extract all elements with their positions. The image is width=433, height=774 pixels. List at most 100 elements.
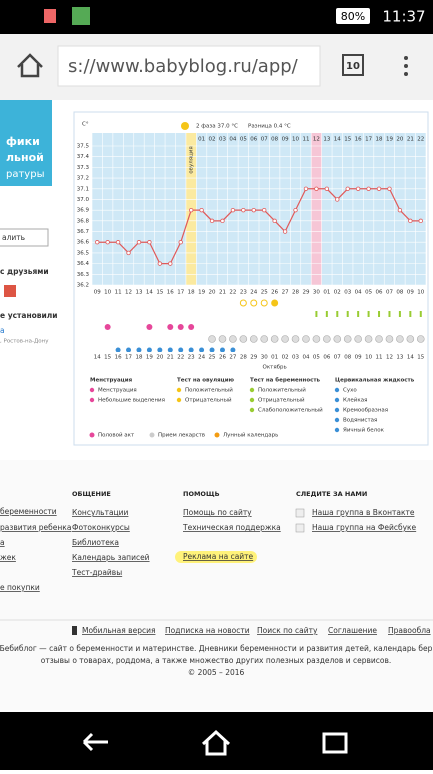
legend-icon	[334, 417, 340, 423]
footer-link[interactable]: Календарь записей	[72, 553, 150, 562]
social-icon	[295, 508, 305, 518]
day-label: 29	[250, 355, 257, 361]
x-tick-label: 27	[282, 290, 289, 296]
medicine-icon	[249, 335, 258, 343]
x-tick-label: 19	[198, 290, 205, 296]
pregnancy-test-icon	[378, 311, 381, 317]
legend-icon	[334, 407, 340, 413]
fluid-icon	[146, 347, 152, 353]
medicine-icon	[229, 335, 237, 343]
phase-day: 17	[365, 137, 372, 143]
bottom-link[interactable]: Соглашение	[328, 626, 377, 635]
recent-button[interactable]	[322, 732, 348, 754]
status-icon	[72, 7, 90, 25]
y-tick-label: 37.1	[77, 186, 89, 192]
ovulation-test-icon	[260, 299, 268, 307]
fluid-icon	[115, 347, 121, 353]
x-tick-label: 03	[344, 290, 351, 296]
day-label: 15	[104, 355, 111, 361]
url-box[interactable]	[57, 45, 321, 87]
x-tick-label: 28	[292, 290, 299, 296]
footer-link[interactable]: беременности	[0, 507, 57, 516]
bottom-link[interactable]: Подписка на новости	[165, 626, 250, 635]
button-text[interactable]: алить	[2, 233, 25, 242]
tabs-button[interactable]	[342, 54, 364, 76]
temperature-point	[303, 186, 309, 191]
footer-link[interactable]: Библиотека	[72, 538, 119, 547]
legend-item: Клейкая	[343, 397, 367, 404]
phase-day: 10	[292, 137, 299, 143]
bottom-link[interactable]: Мобильная версия	[82, 626, 155, 635]
pregnancy-test-icon	[367, 311, 370, 317]
legend-icon	[249, 407, 255, 413]
menu-button[interactable]	[404, 56, 408, 76]
day-label: 09	[355, 355, 362, 361]
sidebar-link[interactable]: а	[0, 326, 5, 335]
x-tick-label: 20	[209, 290, 216, 296]
fluid-icon	[209, 347, 215, 353]
bottom-link[interactable]: Поиск по сайту	[257, 626, 318, 635]
ovulation-label: овуляция	[189, 146, 195, 173]
footer-link[interactable]: е покупки	[0, 583, 40, 592]
footer-link[interactable]: а	[0, 538, 5, 547]
x-tick-label: 09	[94, 290, 101, 296]
lower-row	[92, 352, 426, 362]
footer-link[interactable]: Консультации	[72, 508, 129, 517]
legend-icon	[89, 432, 95, 438]
legend-icon	[334, 427, 340, 433]
url[interactable]: s://www.babyblog.ru/app/	[68, 56, 299, 77]
difference: Разница 0.4 °С	[248, 124, 291, 130]
medicine-icon	[375, 335, 383, 343]
copyright: © 2005 – 2016	[188, 668, 245, 677]
phase-day: 03	[219, 137, 226, 143]
legend-icon	[334, 387, 340, 393]
temperature-point	[335, 197, 340, 202]
footer-link[interactable]: развития ребенка	[0, 523, 71, 532]
temperature-point	[282, 229, 288, 234]
back-button[interactable]	[82, 732, 108, 752]
sidebar-heading: е установили	[0, 311, 58, 320]
temperature-point	[147, 240, 152, 245]
day-label: 01	[271, 355, 278, 361]
x-tick-label: 11	[115, 290, 122, 296]
footer-link[interactable]: Наша группа в Вконтакте	[312, 508, 415, 517]
footer-link[interactable]: жек	[0, 553, 16, 562]
phase-day: 21	[407, 137, 414, 143]
temperature-point	[345, 186, 350, 191]
phase-day: 08	[271, 137, 278, 143]
temperature-point	[314, 186, 319, 191]
temperature-point	[136, 240, 142, 245]
day-label: 27	[229, 355, 236, 361]
footer-link[interactable]: Наша группа на Фейсбуке	[312, 523, 417, 532]
gplus-icon[interactable]	[4, 285, 16, 297]
home-button[interactable]	[17, 53, 43, 78]
temperature-point	[178, 240, 183, 245]
legend-icon	[176, 397, 182, 403]
footer-link[interactable]: Реклама на сайте	[183, 552, 254, 561]
about-text: Бебиблог — сайт о беременности и материн…	[0, 644, 433, 653]
day-label: 17	[125, 355, 132, 361]
social-icon	[295, 523, 305, 533]
pregnancy-test-icon	[325, 311, 328, 317]
footer-link[interactable]: Тест-драйвы	[71, 568, 122, 577]
x-tick-label: 02	[334, 290, 341, 296]
highlight-band	[311, 133, 322, 285]
nav-bar	[0, 712, 433, 770]
footer-heading: СЛЕДИТЕ ЗА НАМИ	[296, 490, 367, 498]
day-label: 19	[146, 355, 153, 361]
bottom-link[interactable]: Правообла	[388, 626, 431, 635]
footer-link[interactable]: Техническая поддержка	[182, 523, 281, 532]
y-tick-label: 36.4	[77, 261, 90, 267]
sex-icon	[104, 324, 111, 330]
medicine-icon	[270, 335, 279, 343]
footer-link[interactable]: Фотоконкурсы	[72, 523, 130, 532]
temperature-point	[115, 240, 121, 245]
footer-link[interactable]: Помощь по сайту	[183, 508, 252, 517]
button[interactable]	[0, 228, 49, 247]
sex-icon	[177, 324, 184, 330]
home-nav-button[interactable]	[201, 729, 231, 756]
temperature-point	[199, 207, 204, 213]
mobile-icon	[72, 626, 77, 635]
pregnancy-test-icon	[388, 311, 391, 317]
footer	[0, 460, 433, 710]
